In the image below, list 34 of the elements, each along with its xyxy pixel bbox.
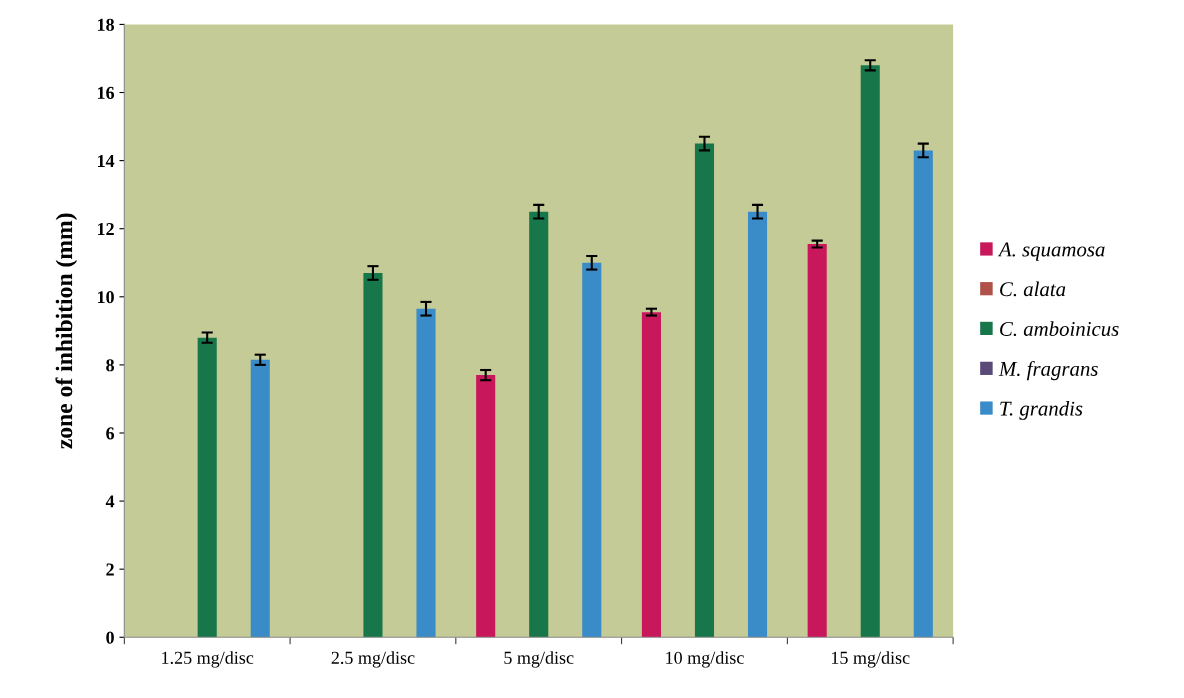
x-tick-label: 10 mg/disc — [666, 651, 744, 668]
bar — [641, 312, 661, 638]
y-tick-label: 8 — [106, 359, 114, 372]
legend-label: C. amboinicus — [1000, 321, 1119, 337]
bar — [250, 359, 270, 638]
legend-label: T. grandis — [1000, 400, 1083, 420]
bar — [807, 244, 827, 638]
bar — [416, 308, 436, 638]
y-tick-label: 6 — [106, 427, 115, 440]
bar — [197, 337, 217, 638]
x-tick-label: 5 mg/disc — [504, 651, 574, 668]
y-tick-label: 14 — [97, 154, 115, 167]
bar — [913, 150, 933, 638]
y-tick-label: 10 — [97, 291, 114, 304]
y-tick-label: 12 — [97, 223, 114, 235]
bar — [747, 211, 768, 638]
bar — [363, 272, 383, 638]
y-tick-label: 16 — [97, 86, 115, 99]
y-tick-label: 4 — [105, 495, 115, 508]
y-tick-label: 18 — [97, 18, 114, 31]
y-axis-title: zone of inhibition (mm) — [55, 213, 78, 449]
x-tick-label: 15 mg/disc — [831, 651, 910, 668]
y-tick-label: 0 — [106, 631, 114, 644]
bar — [694, 143, 715, 638]
legend-label: C. alata — [1000, 281, 1066, 297]
bar — [582, 262, 602, 638]
y-tick-label: 2 — [106, 563, 114, 576]
legend-label: M. fragrans — [998, 361, 1098, 381]
x-tick-label: 2.5 mg/disc — [331, 651, 415, 668]
bar — [476, 375, 496, 638]
x-tick-label: 1.25 mg/disc — [162, 651, 254, 668]
bar — [860, 65, 880, 638]
bar — [529, 211, 549, 638]
legend-label: A. squamosa — [997, 242, 1105, 261]
